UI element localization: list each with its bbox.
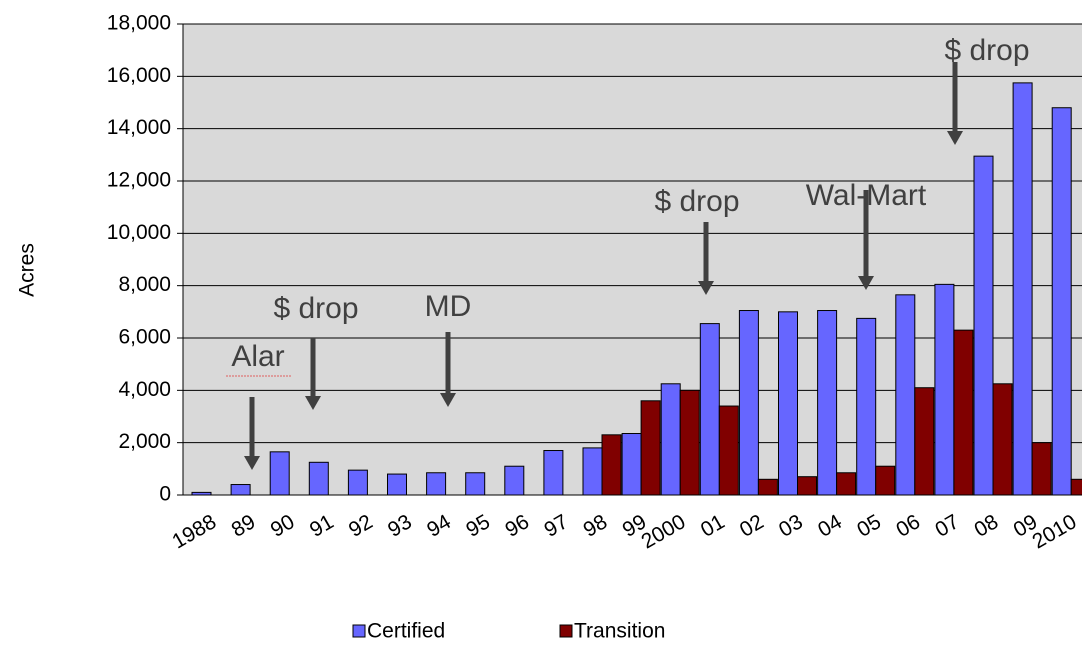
bar [875,465,896,496]
bar [1012,82,1033,496]
bar [934,283,955,496]
bar [718,405,739,496]
annotation: $ drop [944,34,1029,67]
x-tick-label: 2000 [638,510,690,553]
legend-swatch [352,624,366,638]
x-tick-label: 06 [892,510,924,542]
legend-label: Certified [367,620,445,643]
bar [973,155,994,496]
annotation-arrowhead [858,276,874,290]
bar [269,451,290,496]
y-tick-label: 0 [159,483,171,506]
y-tick-label: 18,000 [107,12,171,35]
bar [426,472,447,496]
legend-label: Transition [574,620,665,643]
x-tick-label: 95 [462,510,494,542]
x-tick-label: 96 [501,510,533,542]
y-tick-label: 12,000 [107,169,171,192]
y-tick-label: 14,000 [107,116,171,139]
bar [621,433,642,496]
y-tick-label: 2,000 [118,430,171,453]
bar [992,383,1013,496]
y-tick-label: 10,000 [107,221,171,244]
bar [347,469,368,496]
x-tick-label: 89 [228,510,260,542]
bar [797,476,817,496]
annotation: Alar [231,340,284,373]
annotation-arrowhead [440,393,456,407]
x-tick-label: 2010 [1029,510,1081,553]
bar [640,400,661,496]
bar [230,484,251,496]
annotation-arrowhead [305,396,321,410]
x-tick-label: 92 [345,510,377,542]
bar [895,294,916,496]
bar [387,473,407,496]
bar [1070,478,1082,496]
x-tick-label: 93 [384,510,416,542]
bar [679,389,700,496]
annotation: $ drop [654,185,739,218]
x-tick-label: 90 [267,510,299,542]
x-tick-label: 94 [423,510,455,542]
bar [856,317,877,496]
annotation-arrowhead [244,456,260,470]
x-tick-label: 08 [971,510,1003,542]
bar [699,323,720,496]
x-tick-label: 1988 [168,510,220,553]
bar [1031,442,1052,496]
annotation: $ drop [273,292,358,325]
y-tick-label: 4,000 [118,378,171,401]
bar [1051,107,1072,496]
bar [308,461,329,496]
x-tick-label: 02 [736,510,768,542]
y-tick-label: 6,000 [118,326,171,349]
y-tick-label: 16,000 [107,64,171,87]
bar [757,478,778,496]
bar [504,465,525,496]
y-tick-label: 8,000 [118,273,171,296]
bar [582,447,603,496]
annotation-arrowhead [947,131,963,145]
x-tick-label: 04 [814,510,846,542]
bar [914,387,935,496]
annotation-arrowhead [698,281,714,295]
y-axis-label: Acres [16,243,39,297]
legend-swatch [559,624,573,638]
x-tick-label: 98 [580,510,612,542]
x-tick-label: 97 [540,510,572,542]
x-tick-label: 05 [853,510,885,542]
bar [778,311,798,496]
bar [953,329,974,496]
annotation: MD [425,290,472,323]
bar [660,383,681,496]
bar [836,472,857,496]
bar [817,310,838,496]
bar [543,450,564,496]
x-tick-label: 91 [306,510,338,542]
x-tick-label: 03 [775,510,807,542]
bar [738,310,759,496]
bar [465,472,486,496]
x-tick-label: 01 [697,510,729,542]
x-tick-label: 07 [931,510,963,542]
bar [601,434,622,496]
